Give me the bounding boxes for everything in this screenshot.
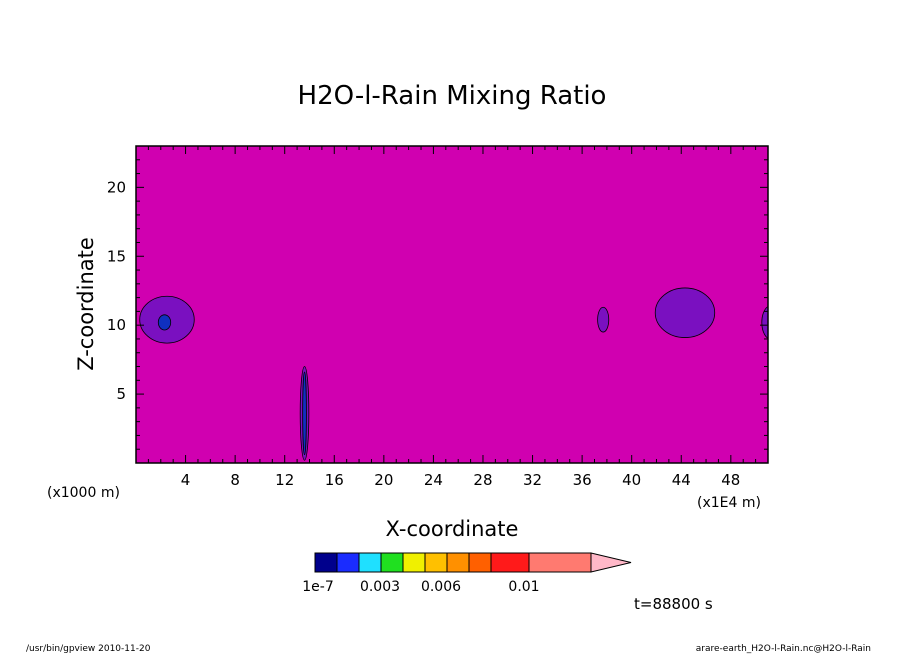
contour-regions [139, 287, 768, 461]
x-tick-label: 4 [181, 471, 191, 489]
colorbar-tick-label: 0.003 [360, 579, 400, 595]
y-axis-label: Z-coordinate [74, 237, 98, 371]
colorbar-swatch [380, 552, 404, 573]
x-tick-label: 40 [622, 471, 641, 489]
colorbar-swatch [336, 552, 360, 573]
x-tick-label: 28 [473, 471, 492, 489]
x-tick-label: 12 [275, 471, 294, 489]
contour-core [157, 314, 172, 331]
colorbar-swatch [490, 552, 530, 573]
y-tick-label: 15 [107, 247, 126, 265]
y-tick-label: 20 [107, 178, 126, 196]
x-tick-label: 24 [424, 471, 443, 489]
colorbar-swatch [358, 552, 382, 573]
colorbar-tick-label: 0.01 [508, 579, 539, 595]
x-tick-label: 36 [573, 471, 592, 489]
x-unit-left: (x1000 m) [47, 485, 120, 501]
x-axis-ticks: 4 8 12 16 20 24 28 32 36 40 44 48 [147, 146, 757, 489]
colorbar-arrow [590, 552, 632, 573]
x-axis-label: X-coordinate [386, 517, 519, 541]
x-tick-label: 16 [325, 471, 344, 489]
colorbar-swatch [424, 552, 448, 573]
contour-region [597, 306, 610, 333]
contour-region [654, 287, 716, 338]
colorbar-tick-label: 0.006 [421, 579, 461, 595]
y-axis-ticks: 5 10 15 20 [107, 159, 768, 450]
y-tick-label: 5 [116, 385, 126, 403]
x-tick-label: 44 [672, 471, 691, 489]
colorbar-swatch [468, 552, 492, 573]
time-label: t=88800 s [634, 595, 713, 613]
x-unit-right: (x1E4 m) [697, 495, 761, 511]
contour-region [761, 306, 768, 339]
colorbar [314, 552, 632, 573]
colorbar-swatch [402, 552, 426, 573]
y-tick-label: 10 [107, 316, 126, 334]
x-tick-label: 48 [721, 471, 740, 489]
colorbar-tick-label: 1e-7 [302, 579, 333, 595]
x-tick-label: 32 [523, 471, 542, 489]
contour-core [302, 371, 307, 456]
x-tick-label: 20 [374, 471, 393, 489]
colorbar-swatch [446, 552, 470, 573]
plot-frame [135, 145, 769, 464]
colorbar-labels: 1e-7 0.003 0.006 0.01 [302, 579, 539, 595]
x-tick-label: 8 [230, 471, 240, 489]
colorbar-swatch [528, 552, 592, 573]
footer-left: /usr/bin/gpview 2010-11-20 [26, 644, 151, 654]
footer-right: arare-earth_H2O-l-Rain.nc@H2O-l-Rain [696, 644, 871, 654]
chart-title: H2O-l-Rain Mixing Ratio [298, 81, 607, 111]
colorbar-swatch [314, 552, 338, 573]
